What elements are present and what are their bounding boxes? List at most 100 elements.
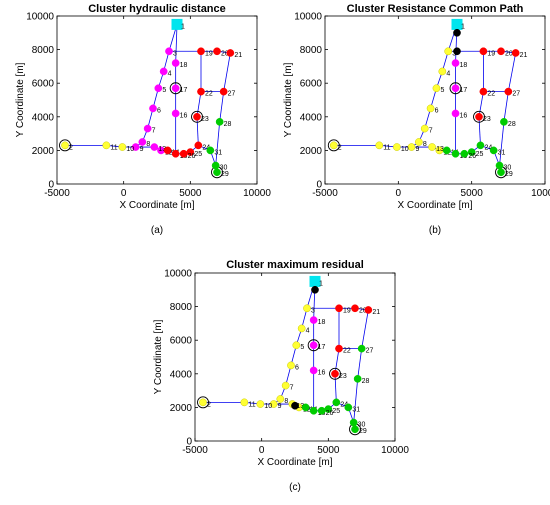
- x-axis-label: X Coordinate [m]: [119, 200, 194, 211]
- node-label: 27: [512, 91, 520, 98]
- y-tick-label: 0: [316, 180, 322, 191]
- node-label: 22: [343, 348, 351, 355]
- junction-node: [375, 141, 384, 150]
- x-tick-label: 5000: [461, 188, 484, 199]
- node-label: 16: [460, 112, 468, 119]
- node-label: 13: [158, 146, 166, 153]
- node-label: 30: [504, 165, 512, 172]
- junction-node: [197, 47, 205, 56]
- node-label: 5: [162, 87, 166, 94]
- junction-node: [444, 47, 453, 56]
- node-label: 4: [168, 70, 172, 77]
- junction-node: [197, 87, 205, 96]
- sensor-ring: [327, 139, 340, 152]
- junction-node: [349, 418, 358, 427]
- node-label: 30: [220, 165, 228, 172]
- node-label: 17: [460, 87, 468, 94]
- junction-node: [281, 381, 290, 390]
- node-label: 9: [140, 146, 144, 153]
- node-label: 21: [234, 52, 242, 59]
- sensor-ring: [169, 82, 182, 95]
- sensor-ring: [59, 139, 71, 152]
- junction-node: [460, 149, 469, 158]
- node-label: 1: [181, 23, 185, 30]
- node-label: 8: [146, 141, 150, 148]
- x-tick-label: -5000: [44, 188, 70, 199]
- y-tick-label: 8000: [300, 45, 323, 56]
- sensor-ring: [191, 110, 203, 123]
- node-label: 29: [221, 171, 229, 178]
- chart-panel-2: -5000 0 5000 100000200040006000800010000Clu…: [153, 259, 409, 493]
- node-label: 11: [110, 144, 117, 151]
- node-label: 27: [366, 348, 374, 355]
- reservoir-node: [171, 18, 183, 30]
- junction-node: [479, 47, 488, 56]
- junction-node: [475, 112, 483, 121]
- y-tick-label: 10000: [164, 269, 192, 280]
- y-tick-label: 6000: [32, 79, 55, 90]
- node-label: 2: [338, 144, 342, 151]
- x-axis-label: X Coordinate [m]: [397, 200, 472, 211]
- node-label: 30: [358, 422, 366, 429]
- x-tick-label: 0: [121, 188, 127, 199]
- junction-node: [495, 161, 504, 170]
- junction-node: [226, 49, 235, 57]
- pipe-edge: [196, 116, 199, 146]
- junction-node: [309, 341, 318, 350]
- junction-node: [407, 143, 416, 151]
- junction-node: [276, 395, 285, 403]
- node-label: 18: [318, 319, 326, 326]
- y-tick-label: 8000: [32, 45, 55, 56]
- node-label: 17: [180, 87, 188, 94]
- node-label: 17: [318, 344, 326, 351]
- node-label: 26: [188, 153, 196, 160]
- panel-caption: (c): [289, 482, 301, 493]
- sensor-ring: [473, 110, 485, 123]
- junction-node: [335, 344, 343, 353]
- y-tick-label: 2000: [300, 146, 323, 157]
- node-label: 21: [520, 52, 528, 59]
- junction-node: [428, 143, 436, 151]
- junction-node: [118, 143, 127, 151]
- pipe-edge: [503, 91, 509, 122]
- junction-node: [432, 84, 441, 93]
- node-label: 31: [214, 149, 222, 156]
- junction-node: [138, 138, 147, 146]
- junction-node: [171, 109, 180, 118]
- junction-node: [102, 141, 111, 150]
- junction-node: [357, 344, 366, 353]
- junction-node: [467, 148, 476, 156]
- junction-node: [451, 109, 460, 118]
- node-label: 10: [401, 146, 409, 153]
- plot-area: [324, 15, 546, 185]
- junction-node: [489, 146, 498, 155]
- junction-node: [309, 316, 318, 324]
- junction-node: [451, 59, 460, 67]
- pipe-edge: [361, 309, 369, 349]
- x-tick-label: 10000: [243, 188, 271, 199]
- sensor-ring: [197, 396, 209, 409]
- node-label: 31: [498, 149, 506, 156]
- junction-node: [256, 400, 265, 408]
- junction-node: [171, 59, 180, 67]
- node-label: 4: [446, 70, 450, 77]
- node-label: 5: [300, 344, 304, 351]
- node-label: 7: [152, 128, 156, 135]
- y-tick-label: 4000: [170, 369, 193, 380]
- node-label: 16: [180, 112, 188, 119]
- node-label: 6: [435, 107, 439, 114]
- plot-area: [194, 272, 396, 442]
- pipe-edge: [334, 373, 337, 403]
- node-label: 23: [201, 116, 209, 123]
- y-axis-label: Y Coordinate [m]: [153, 319, 164, 394]
- y-axis-label: Y Coordinate [m]: [283, 62, 294, 137]
- node-label: 6: [157, 107, 161, 114]
- x-tick-label: 5000: [179, 188, 202, 199]
- pipe-edge: [175, 24, 178, 64]
- junction-node: [309, 366, 318, 375]
- junction-node: [215, 117, 224, 126]
- node-label: 28: [224, 121, 232, 128]
- junction-node: [131, 143, 140, 151]
